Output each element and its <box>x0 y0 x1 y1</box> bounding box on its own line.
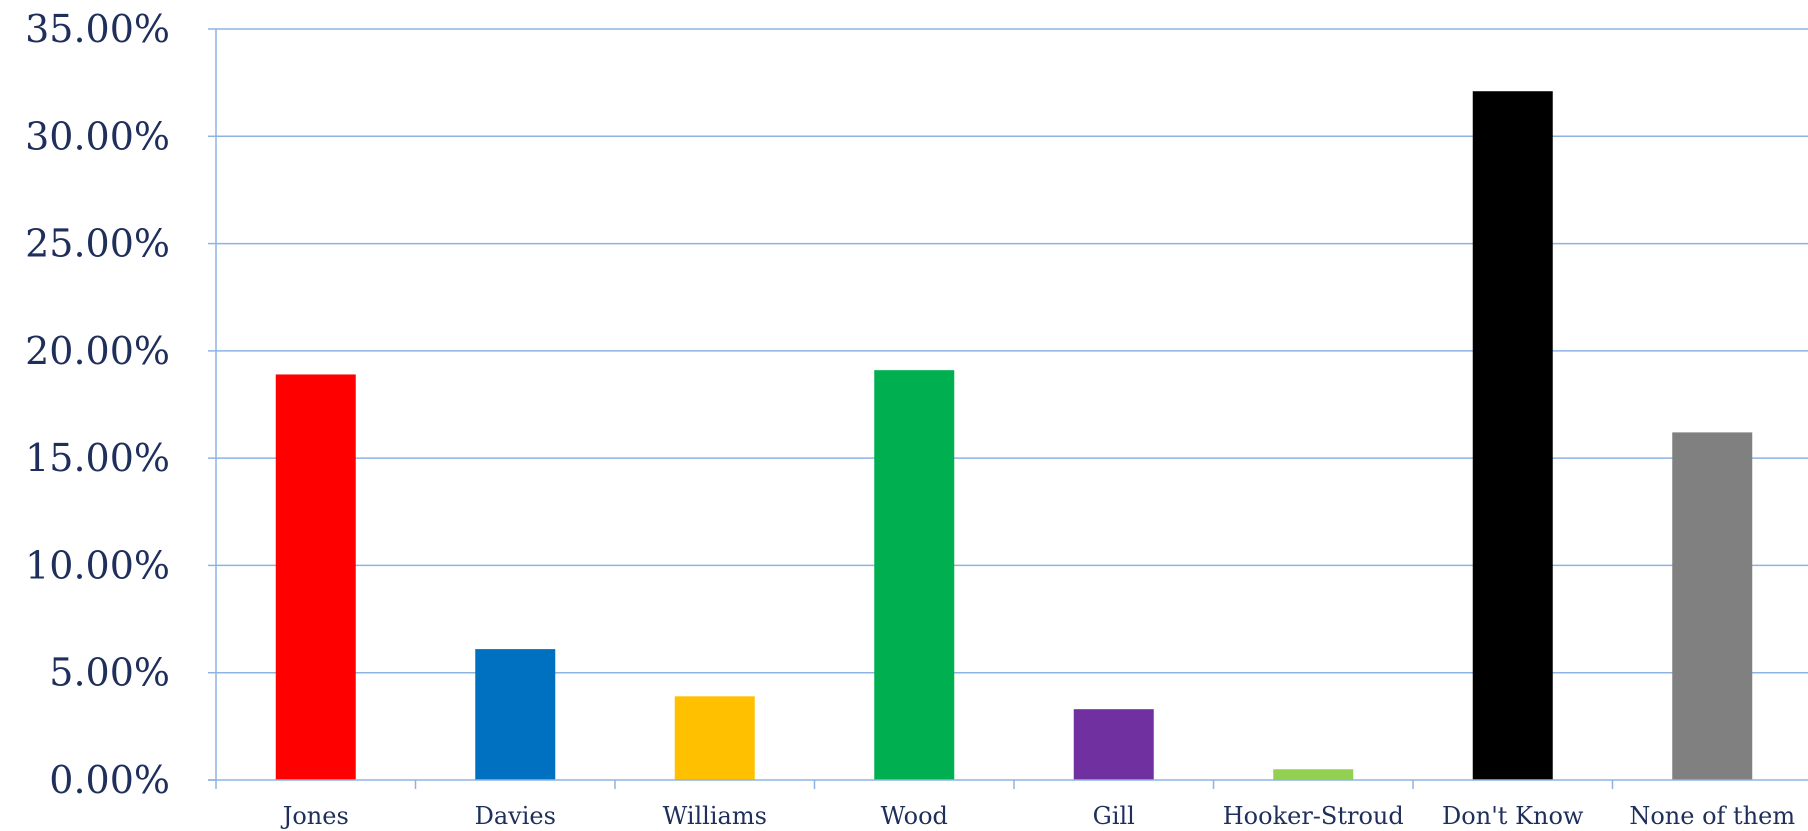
bar-davies <box>475 649 556 780</box>
bars <box>275 91 1753 781</box>
x-axis-tick-labels: Jones Davies Williams Wood Gill Hooker-Stroud… <box>280 802 1796 830</box>
y-axis-tick-labels: 0.00% 5.00% 10.00% 15.00% 20.00% 25.00% 30.00%… <box>25 7 170 802</box>
x-tick-label: Don't Know <box>1442 802 1584 830</box>
bar-williams <box>674 696 755 780</box>
x-tick-label: None of them <box>1629 802 1795 830</box>
bar-gill <box>1073 709 1154 780</box>
y-tick-label: 5.00% <box>49 651 170 695</box>
bar-wood <box>874 370 955 780</box>
y-tick-label: 15.00% <box>25 436 170 480</box>
bar-none-of-them <box>1672 432 1753 780</box>
gridlines <box>216 28 1808 674</box>
bar-hooker-stroud <box>1273 769 1354 780</box>
x-tick-label: Williams <box>663 802 767 830</box>
x-tick-label: Jones <box>280 802 349 830</box>
bar-jones <box>275 374 356 780</box>
y-tick-label: 35.00% <box>25 7 170 51</box>
axes <box>208 28 1808 789</box>
x-tick-label: Wood <box>881 802 948 830</box>
bar-don-t-know <box>1472 91 1553 781</box>
x-tick-label: Davies <box>475 802 556 830</box>
y-tick-label: 25.00% <box>25 222 170 266</box>
y-tick-label: 20.00% <box>25 329 170 373</box>
x-tick-label: Gill <box>1093 802 1135 830</box>
y-tick-label: 0.00% <box>49 758 170 802</box>
y-tick-label: 30.00% <box>25 114 170 158</box>
y-tick-label: 10.00% <box>25 543 170 587</box>
x-tick-label: Hooker-Stroud <box>1223 802 1404 830</box>
